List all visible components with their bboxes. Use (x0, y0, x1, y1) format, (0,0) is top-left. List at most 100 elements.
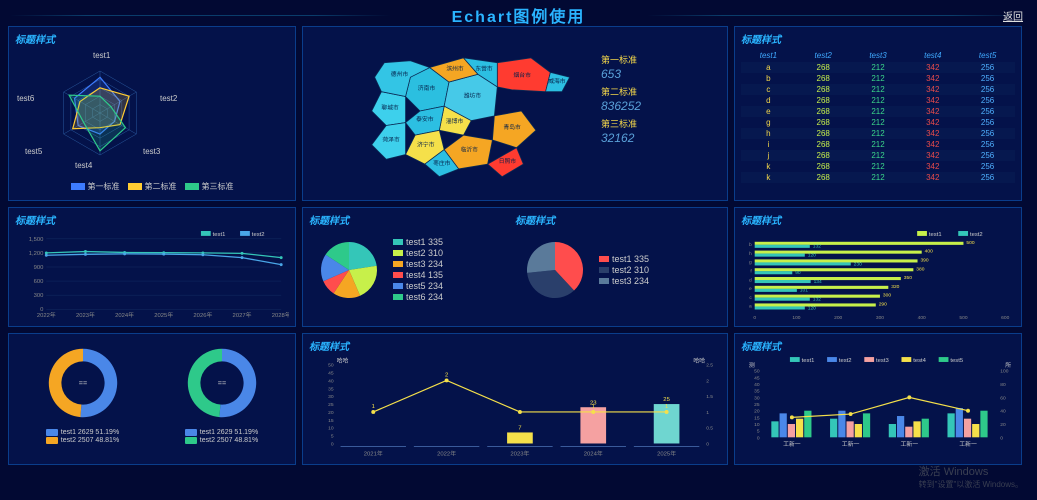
table-row: b268212342256 (741, 73, 1015, 84)
hbar[interactable] (755, 277, 901, 280)
map-stat-label: 第三标准 (601, 117, 721, 130)
panel-title-gbar: 标题样式 (741, 338, 1015, 353)
svg-text:h: h (749, 251, 752, 257)
gbar[interactable] (846, 421, 853, 437)
line-panel: 标题样式 03006009001,2001,5002022年2023年2024年… (8, 207, 296, 327)
svg-text:390: 390 (920, 258, 928, 264)
hbar[interactable] (755, 251, 922, 254)
hbar[interactable] (755, 289, 797, 292)
gbar[interactable] (905, 427, 912, 438)
svg-text:1: 1 (665, 404, 668, 410)
svg-text:滨州市: 滨州市 (446, 64, 464, 72)
page-title: Echart图例使用 (0, 0, 1037, 27)
hbar[interactable] (755, 259, 918, 262)
svg-text:1.5: 1.5 (706, 394, 713, 400)
gbar[interactable] (964, 419, 971, 438)
legend-item[interactable]: 第三标准 (185, 181, 234, 192)
pie-legend-item[interactable]: test3 234 (599, 276, 649, 286)
legend-item[interactable]: 第一标准 (71, 181, 120, 192)
gbar[interactable] (980, 411, 987, 438)
gbar[interactable] (771, 421, 778, 437)
gbar[interactable] (897, 416, 904, 437)
svg-text:1: 1 (372, 404, 375, 410)
svg-text:500: 500 (966, 240, 974, 246)
pie-legend-item[interactable]: test6 234 (393, 292, 443, 302)
combo-bar[interactable] (507, 432, 533, 443)
hbar[interactable] (755, 242, 964, 245)
pie-slice[interactable] (349, 242, 377, 270)
map-stat-value: 32162 (601, 131, 721, 145)
gbar[interactable] (889, 424, 896, 437)
map-panel: 济南市潍坊市烟台市青岛市淄博市泰安市聊城市德州市滨州市东营市临沂市济宁市菏泽市枣… (302, 26, 728, 201)
svg-text:枣庄市: 枣庄市 (433, 159, 451, 167)
hbar[interactable] (755, 306, 805, 309)
svg-text:50: 50 (754, 369, 760, 375)
svg-text:济南市: 济南市 (418, 84, 436, 92)
gbar[interactable] (922, 419, 929, 438)
svg-text:烟台市: 烟台市 (514, 71, 532, 79)
radar-axis-label: test3 (143, 147, 160, 156)
hbar[interactable] (755, 298, 810, 301)
svg-text:c: c (749, 296, 752, 301)
svg-text:f: f (750, 269, 752, 275)
svg-text:2025年: 2025年 (154, 311, 173, 319)
pie-legend-item[interactable]: test1 335 (599, 254, 649, 264)
back-link[interactable]: 返回 (1003, 8, 1023, 23)
gbar[interactable] (830, 419, 837, 438)
donut-slice[interactable] (187, 349, 221, 417)
svg-text:test1: test1 (213, 232, 226, 238)
gbar[interactable] (804, 411, 811, 438)
pie-legend-item[interactable]: test2 310 (599, 265, 649, 275)
svg-text:600: 600 (34, 279, 45, 285)
gbar[interactable] (947, 413, 954, 437)
svg-text:900: 900 (34, 265, 45, 271)
svg-text:工新一: 工新一 (959, 440, 977, 448)
hbar[interactable] (755, 245, 810, 248)
svg-text:2.5: 2.5 (706, 363, 713, 369)
svg-text:40: 40 (754, 382, 760, 388)
table-row: c268212342256 (741, 84, 1015, 95)
radar-axis-label: test1 (93, 51, 110, 60)
svg-text:10: 10 (754, 422, 760, 428)
svg-text:测: 测 (749, 361, 755, 369)
svg-text:工新一: 工新一 (842, 440, 860, 448)
gbar[interactable] (788, 424, 795, 437)
svg-text:25: 25 (663, 397, 670, 403)
pie-legend-item[interactable]: test5 234 (393, 281, 443, 291)
pie-legend-item[interactable]: test2 310 (393, 248, 443, 258)
svg-text:20: 20 (754, 409, 760, 415)
hbar[interactable] (755, 262, 851, 265)
svg-text:300: 300 (883, 293, 891, 299)
svg-text:威海市: 威海市 (548, 77, 566, 85)
pie-legend-item[interactable]: test3 234 (393, 259, 443, 269)
svg-text:d: d (749, 277, 752, 283)
svg-text:380: 380 (916, 266, 924, 272)
svg-text:日照市: 日照市 (499, 157, 517, 165)
gbar[interactable] (913, 421, 920, 437)
svg-text:g: g (749, 261, 752, 266)
hbar[interactable] (755, 286, 889, 289)
gbar[interactable] (855, 424, 862, 437)
svg-text:0: 0 (331, 441, 334, 447)
gbar[interactable] (956, 408, 963, 437)
svg-text:2025年: 2025年 (657, 449, 676, 457)
svg-text:90: 90 (795, 270, 801, 276)
gbar[interactable] (780, 413, 787, 437)
pie-legend-item[interactable]: test4 135 (393, 270, 443, 280)
hbar[interactable] (755, 254, 805, 257)
legend-item[interactable]: 第二标准 (128, 181, 177, 192)
svg-text:test2: test2 (252, 232, 265, 238)
map-stat-value: 653 (601, 67, 721, 81)
hbar[interactable] (755, 268, 914, 271)
donut-slice[interactable] (48, 349, 82, 417)
gbar[interactable] (863, 413, 870, 437)
pie-legend-item[interactable]: test1 335 (393, 237, 443, 247)
hbar[interactable] (755, 271, 793, 274)
table-row: a268212342256 (741, 62, 1015, 73)
hbar[interactable] (755, 280, 811, 283)
pie-slice[interactable] (527, 242, 555, 273)
gbar[interactable] (796, 419, 803, 438)
svg-text:test1: test1 (929, 232, 942, 238)
radar-axis-label: test2 (160, 94, 177, 103)
gbar[interactable] (972, 424, 979, 437)
